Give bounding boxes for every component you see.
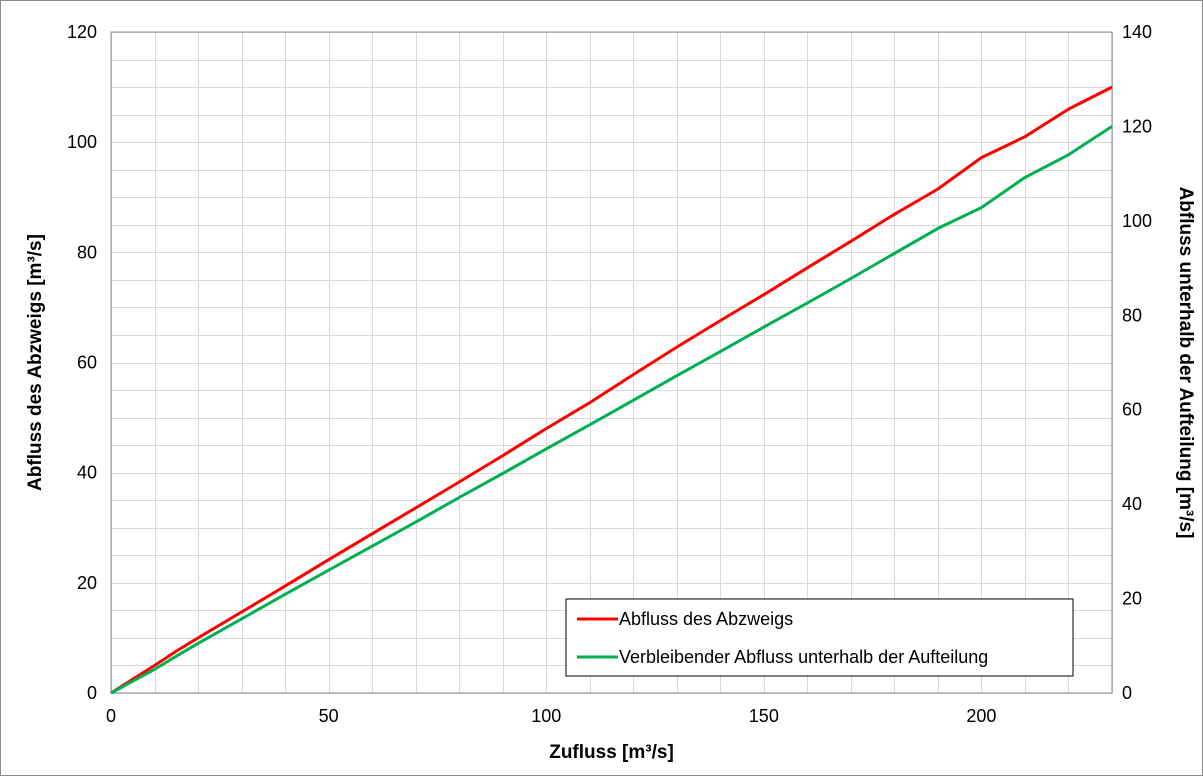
y2-tick-label: 140: [1122, 22, 1152, 42]
legend-label-verbleibend: Verbleibender Abfluss unterhalb der Auft…: [619, 647, 988, 667]
y-tick-label: 120: [67, 22, 97, 42]
x-tick-label: 200: [966, 706, 996, 726]
y2-tick-label: 60: [1122, 400, 1142, 420]
y2-tick-label: 100: [1122, 211, 1152, 231]
series-line-verbleibend: [110, 125, 1113, 695]
legend: Abfluss des Abzweigs Verbleibender Abflu…: [565, 598, 1074, 677]
x-tick-labels: 0 50 100 150 200: [106, 706, 996, 726]
y-axis-label: Abfluss des Abzweigs [m³/s]: [25, 234, 46, 491]
x-tick-label: 0: [106, 706, 116, 726]
y-tick-labels: 0 20 40 60 80 100 120: [67, 22, 97, 703]
y-tick-label: 20: [77, 573, 97, 593]
x-axis-label: Zufluss [m³/s]: [549, 742, 674, 763]
x-tick-label: 50: [319, 706, 339, 726]
plot-area-border: [110, 31, 1113, 694]
y2-tick-label: 0: [1122, 683, 1132, 703]
legend-label-abzweig: Abfluss des Abzweigs: [619, 609, 793, 629]
y2-tick-label: 80: [1122, 305, 1142, 325]
x-tick-label: 150: [749, 706, 779, 726]
x-tick-label: 100: [531, 706, 561, 726]
y-tick-label: 0: [87, 683, 97, 703]
series-lines: [110, 85, 1113, 695]
grid-lines: [111, 32, 1113, 694]
y2-axis-label: Abfluss unterhalb der Aufteilung [m³/s]: [1175, 187, 1196, 539]
y2-tick-label: 20: [1122, 589, 1142, 609]
y2-tick-label: 40: [1122, 494, 1142, 514]
y-tick-label: 60: [77, 353, 97, 373]
y2-tick-label: 120: [1122, 116, 1152, 136]
y2-tick-labels: 0 20 40 60 80 100 120 140: [1122, 22, 1152, 703]
series-line-abzweig: [110, 85, 1113, 695]
legend-box: [565, 598, 1074, 677]
y-tick-label: 100: [67, 132, 97, 152]
y-tick-label: 40: [77, 463, 97, 483]
y-tick-label: 80: [77, 242, 97, 262]
